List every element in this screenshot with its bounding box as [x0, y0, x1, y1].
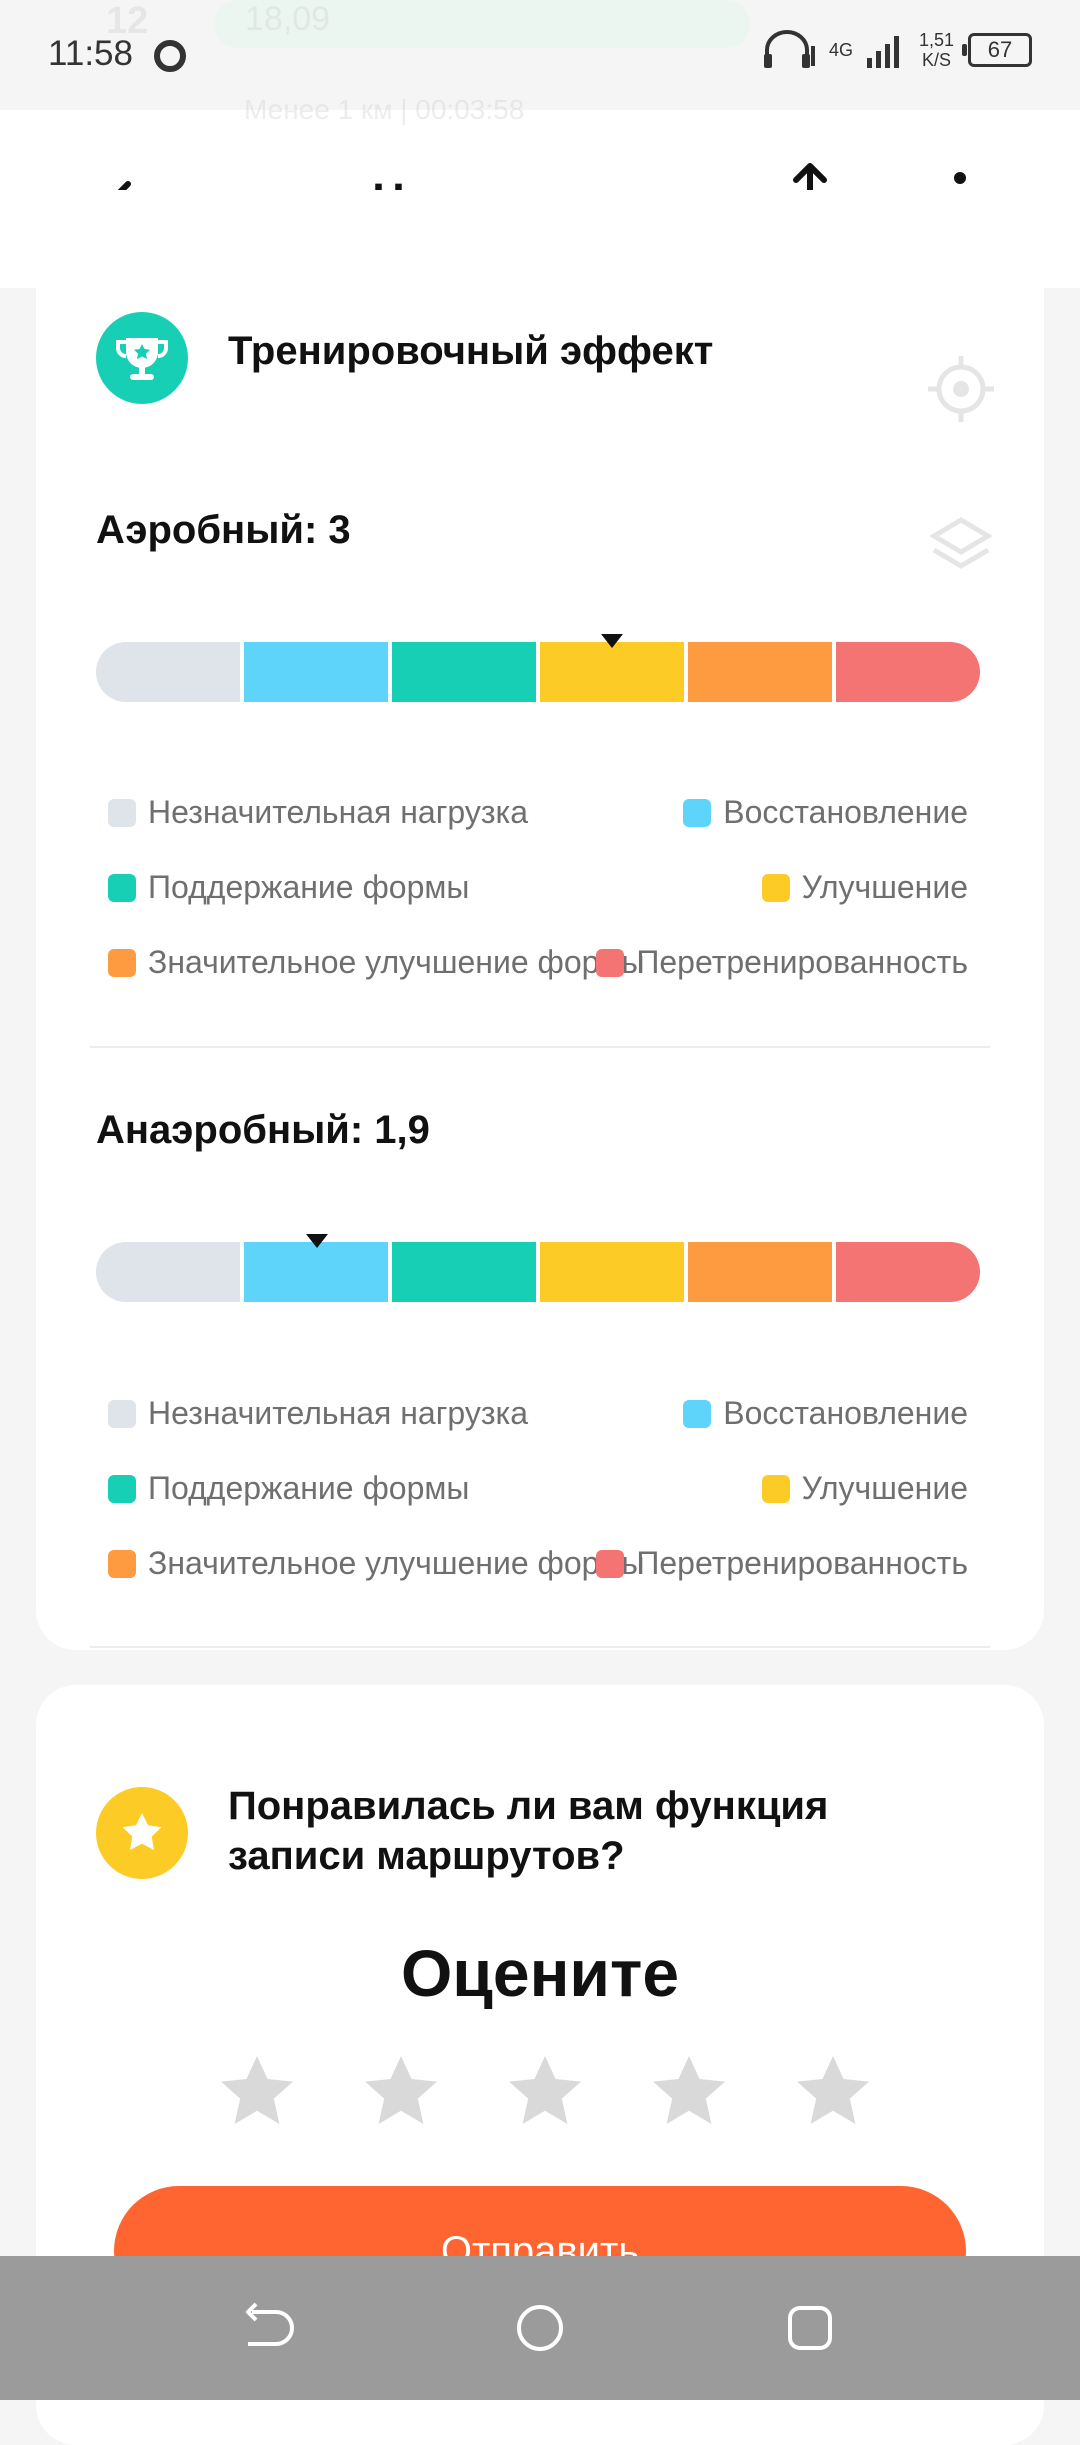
status-icons: 4G 1,51 K/S 67: [761, 30, 1032, 70]
nav-back-icon[interactable]: [240, 2300, 296, 2356]
background-speed: 18,09: [245, 0, 331, 38]
trophy-icon-circle: [96, 312, 188, 404]
nav-recents-icon[interactable]: [782, 2300, 838, 2356]
legend-swatch: [683, 1399, 712, 1428]
section-divider: [90, 1046, 990, 1048]
system-nav-bar: [0, 2256, 1080, 2400]
scale-segment: [244, 642, 388, 702]
legend-label: Поддержание формы: [148, 869, 470, 905]
scale-segment: [96, 1242, 240, 1302]
network-type: 4G: [828, 40, 853, 60]
legend-item: Незначительная нагрузка: [108, 1395, 528, 1432]
status-bar: 18,09 12 11:58 4G 1,51 K/S 67: [0, 0, 1080, 110]
legend-item: Значительное улучшение формы: [108, 1545, 644, 1582]
legend-label: Значительное улучшение формы: [148, 1545, 645, 1581]
legend-item: Улучшение: [761, 869, 968, 906]
scale-segment: [244, 1242, 388, 1302]
signal-icon: [866, 36, 899, 68]
legend-item: Перетренированность: [596, 1545, 968, 1582]
legend-label: Улучшение: [801, 869, 968, 905]
net-speed-value: 1,51: [918, 30, 954, 50]
feedback-question: Понравилась ли вам функция записи маршру…: [228, 1784, 829, 1878]
legend-item: Поддержание формы: [108, 1470, 469, 1507]
scale-segment: [540, 642, 684, 702]
legend-item: Поддержание формы: [108, 869, 469, 906]
scale-segment: [392, 1242, 536, 1302]
legend-label: Перетренированность: [636, 944, 968, 980]
legend-label: Незначительная нагрузка: [148, 794, 528, 830]
anaerobic-label: Анаэробный: 1,9: [96, 1108, 430, 1152]
scale-segment: [688, 1242, 832, 1302]
training-effect-title: Тренировочный эффект: [228, 329, 714, 373]
star-rating-icon[interactable]: [360, 2052, 442, 2134]
scale-segment: [540, 1242, 684, 1302]
background-number: 12: [106, 0, 149, 42]
legend-swatch: [683, 798, 712, 827]
legend-label: Улучшение: [801, 1470, 968, 1506]
background-speed-pill: [214, 0, 750, 48]
trophy-icon: [116, 338, 168, 380]
legend-swatch: [761, 873, 790, 902]
aerobic-label: Аэробный: 3: [96, 508, 351, 552]
scale-segment: [688, 642, 832, 702]
legend-swatch: [108, 1474, 136, 1503]
background-info: Менее 1 км | 00:03:58: [244, 94, 525, 125]
legend-item: Восстановление: [683, 1395, 968, 1432]
aerobic-marker: [600, 634, 623, 648]
scale-segment: [836, 642, 980, 702]
star-badge-icon: [122, 1813, 162, 1850]
locate-icon: [928, 356, 994, 422]
legend-swatch: [108, 873, 136, 902]
star-rating-icon[interactable]: [792, 2052, 874, 2134]
net-speed-unit: K/S: [921, 50, 951, 70]
aerobic-scale-bar: [96, 642, 980, 702]
training-effect-card: Тренировочный эффект Аэробный: 3 Незначи…: [36, 190, 1044, 1650]
legend-item: Перетренированность: [596, 944, 968, 981]
legend-label: Перетренированность: [636, 1545, 968, 1581]
legend-item: Улучшение: [761, 1470, 968, 1507]
star-rating-icon[interactable]: [648, 2052, 730, 2134]
legend-swatch: [108, 1549, 136, 1578]
star-rating-icon[interactable]: [216, 2052, 298, 2134]
legend-item: Значительное улучшение формы: [108, 944, 644, 981]
star-badge-circle: [96, 1787, 188, 1879]
legend-swatch: [761, 1474, 790, 1503]
legend-label: Поддержание формы: [148, 1470, 470, 1506]
anaerobic-marker: [306, 1234, 328, 1248]
legend-item: Восстановление: [683, 794, 968, 831]
section-divider: [90, 1646, 990, 1648]
star-rating-icon[interactable]: [504, 2052, 586, 2134]
aerobic-legend: Незначительная нагрузка Восстановление Под…: [108, 794, 968, 1004]
nav-home-icon[interactable]: [512, 2300, 568, 2356]
net-speed: 1,51 K/S: [919, 30, 954, 70]
layers-icon: [930, 517, 992, 569]
status-time: 11:58: [48, 34, 133, 73]
rate-title: Оцените: [400, 1936, 680, 2010]
legend-swatch: [596, 1549, 625, 1578]
headphones-icon: [763, 30, 815, 68]
scale-segment: [836, 1242, 980, 1302]
legend-label: Восстановление: [723, 794, 968, 830]
legend-swatch: [596, 948, 625, 977]
battery-icon: 67: [962, 33, 1032, 67]
scale-segment: [392, 642, 536, 702]
status-notification-icon: [154, 40, 186, 72]
legend-item: Незначительная нагрузка: [108, 794, 528, 831]
rating-stars: [216, 2052, 874, 2134]
anaerobic-scale-bar: [96, 1242, 980, 1302]
anaerobic-legend: Незначительная нагрузка Восстановление Под…: [108, 1395, 968, 1605]
scale-segment: [96, 642, 240, 702]
legend-swatch: [108, 798, 136, 827]
legend-label: Значительное улучшение формы: [148, 944, 645, 980]
legend-swatch: [108, 1399, 136, 1428]
legend-label: Незначительная нагрузка: [148, 1395, 528, 1431]
legend-label: Восстановление: [723, 1395, 968, 1431]
legend-swatch: [108, 948, 136, 977]
